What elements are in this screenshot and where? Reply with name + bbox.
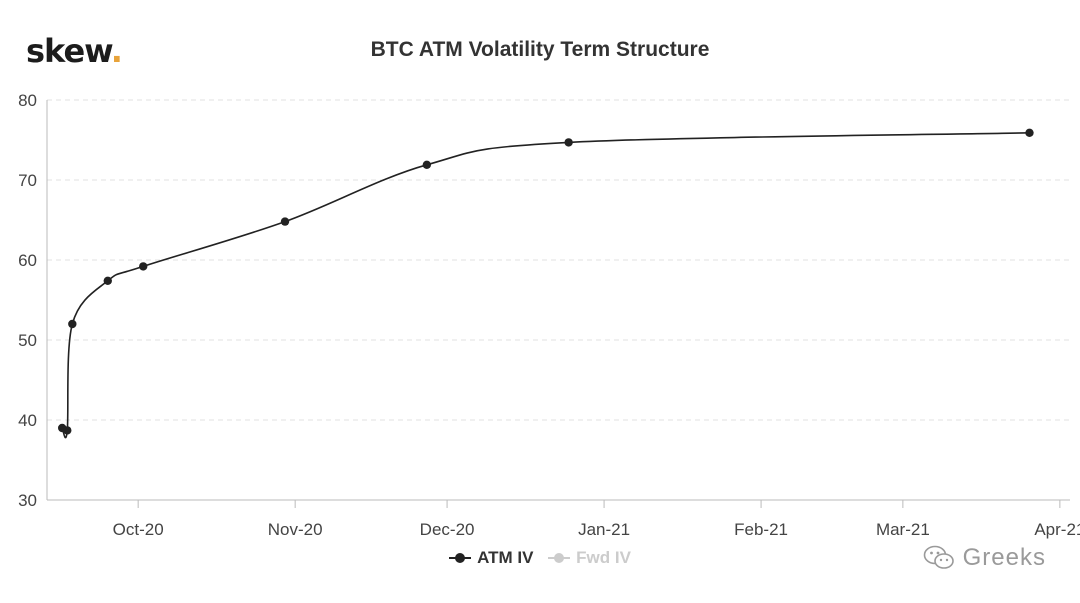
x-tick-label-apr-21: Apr-21: [1034, 520, 1080, 539]
legend-swatch-atm-iv: [449, 552, 472, 564]
x-tick-label-jan-21: Jan-21: [578, 520, 630, 539]
data-point-atm-iv-7: [564, 138, 573, 147]
data-point-atm-iv-2: [68, 319, 77, 329]
legend-label-fwd-iv: Fwd IV: [576, 548, 631, 567]
y-tick-label-30: 30: [18, 491, 37, 510]
data-point-atm-iv-5: [280, 217, 290, 226]
x-tick-label-dec-20: Dec-20: [420, 520, 475, 539]
y-tick-label-40: 40: [18, 411, 37, 430]
y-tick-label-50: 50: [18, 331, 37, 350]
grid-layer: [47, 99, 1070, 421]
watermark-text: Greeks: [962, 544, 1046, 571]
series-line-atm-iv: [61, 132, 1030, 439]
legend-label-atm-iv: ATM IV: [477, 548, 534, 567]
x-tick-label-feb-21: Feb-21: [734, 520, 788, 539]
x-tick-label-oct-20: Oct-20: [113, 520, 164, 539]
logo-dot: .: [110, 32, 123, 70]
watermark: Greeks: [923, 544, 1046, 572]
data-point-atm-iv-4: [139, 262, 148, 271]
logo-text: skew: [26, 32, 112, 70]
y-tick-label-60: 60: [18, 251, 37, 270]
data-point-atm-iv-8: [1025, 128, 1034, 137]
y-tick-label-70: 70: [18, 171, 37, 190]
data-point-atm-iv-3: [103, 276, 112, 285]
legend-dot-atm-iv: [455, 553, 466, 563]
x-tick-label-mar-21: Mar-21: [876, 520, 930, 539]
series-layer: [57, 128, 1034, 439]
skew-logo: skew.: [26, 32, 123, 70]
data-point-atm-iv-6: [422, 160, 432, 169]
axis-layer: 30 40 50 60 70 80 Oct-20 Nov-20 Dec-20 Jan-21 Feb-…: [18, 91, 1080, 539]
legend-item-fwd-iv[interactable]: Fwd IV: [548, 548, 631, 568]
y-tick-label-80: 80: [18, 91, 37, 110]
wechat-icon: [923, 545, 954, 569]
data-point-atm-iv-1: [63, 426, 72, 435]
x-tick-label-nov-20: Nov-20: [268, 520, 323, 539]
legend-dot-fwd-iv: [554, 553, 565, 563]
chart-title: BTC ATM Volatility Term Structure: [370, 38, 710, 61]
legend-item-atm-iv[interactable]: ATM IV: [449, 548, 533, 568]
legend-swatch-fwd-iv: [548, 552, 571, 564]
legend: ATM IV Fwd IV: [0, 548, 1080, 569]
